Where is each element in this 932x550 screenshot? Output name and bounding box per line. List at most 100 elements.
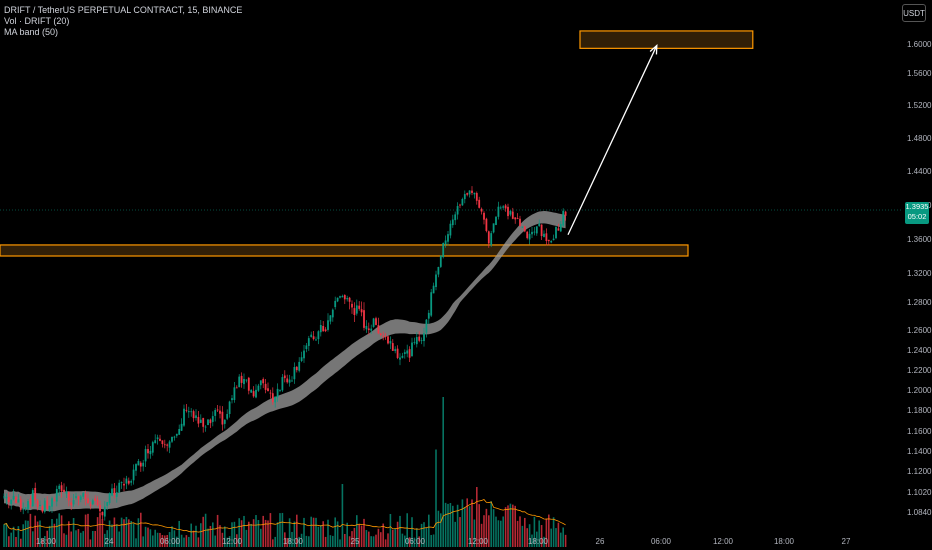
candle-body (454, 214, 457, 221)
volume-bar (212, 522, 214, 547)
candle-body (262, 379, 265, 384)
volume-bar (449, 503, 452, 547)
volume-bar (502, 516, 504, 547)
candle-body (555, 226, 557, 239)
candle-body (77, 496, 80, 500)
price-axis[interactable]: 1.60001.56001.52001.48001.44001.40001.36… (907, 40, 932, 517)
volume-bar (248, 521, 250, 547)
candle-body (175, 433, 178, 436)
candle-body (108, 493, 111, 504)
volume-bar (284, 532, 286, 547)
volume-bar (214, 535, 216, 547)
candle-body (319, 324, 322, 333)
candle-body (135, 464, 137, 471)
volume-bar (226, 537, 228, 547)
price-tick-label: 1.1020 (907, 488, 932, 497)
candle-body (5, 496, 8, 499)
volume-bar (516, 520, 519, 547)
time-tick-label: 12:00 (468, 537, 489, 546)
candle-body (295, 366, 298, 371)
candle-body (437, 266, 440, 275)
volume-bar (17, 526, 20, 547)
volume-ma-line (3, 499, 566, 533)
candle-body (399, 357, 401, 360)
volume-bar (233, 521, 236, 547)
candles-layer[interactable] (3, 186, 567, 521)
volume-bar (358, 524, 360, 547)
volume-bar (154, 529, 156, 547)
volume-bar (293, 521, 296, 547)
candle-body (310, 334, 313, 337)
candle-body (269, 392, 272, 394)
volume-bar (132, 523, 135, 547)
volume-bar (288, 518, 291, 547)
volume-bar (348, 536, 351, 547)
candle-body (87, 498, 89, 504)
volume-bar (10, 532, 12, 547)
candle-body (471, 190, 473, 193)
currency-button[interactable]: USDT (902, 4, 926, 22)
volume-bar (89, 539, 92, 547)
volume-bar (159, 532, 161, 547)
candle-body (391, 343, 394, 351)
candle-body (168, 441, 171, 448)
volume-bar (351, 531, 353, 547)
candle-body (96, 499, 99, 506)
volume-bar (377, 528, 380, 547)
candle-body (190, 411, 193, 413)
volume-bar (440, 513, 442, 547)
volume-bar (276, 522, 279, 547)
volume-bar (310, 516, 312, 547)
volume-bar (442, 397, 444, 547)
overlays-layer (567, 43, 658, 236)
volume-bar (58, 513, 60, 547)
volume-bar (34, 515, 36, 547)
volume-bar (298, 536, 300, 547)
volume-bar (12, 526, 15, 547)
candle-body (228, 401, 231, 414)
candle-body (516, 218, 519, 219)
candle-body (123, 483, 125, 486)
volume-bar (492, 509, 495, 547)
volume-bar (82, 531, 84, 547)
volume-bar (334, 517, 336, 547)
price-tick-label: 1.2000 (907, 386, 932, 395)
time-tick-label: 06:00 (160, 537, 181, 546)
ma-band-indicator-label[interactable]: MA band (50) (4, 27, 59, 37)
volume-bar (192, 530, 195, 547)
volume-bar (240, 520, 243, 547)
candle-body (480, 208, 483, 212)
volume-bar (156, 532, 159, 547)
volume-bar (296, 514, 298, 547)
price-tick-label: 1.2200 (907, 366, 932, 375)
volume-bar (286, 537, 288, 547)
candle-body (444, 240, 447, 245)
volume-bar (87, 513, 89, 547)
candle-body (389, 341, 392, 344)
candle-body (329, 315, 332, 322)
volume-indicator-label[interactable]: Vol · DRIFT (20) (4, 16, 70, 26)
volume-bar (108, 520, 111, 547)
volume-bar (480, 523, 483, 547)
candle-body (336, 297, 339, 302)
price-tick-label: 1.0840 (907, 508, 932, 517)
volume-bar (320, 525, 322, 547)
volume-bar (507, 505, 509, 547)
candle-body (267, 388, 269, 391)
candle-body (543, 233, 545, 237)
candle-body (31, 490, 34, 507)
candle-body (291, 380, 293, 382)
volume-bar (401, 533, 404, 547)
volume-bar (72, 517, 75, 547)
ma-band-area (4, 211, 566, 512)
volume-bar (329, 535, 332, 547)
volume-bar (219, 525, 221, 547)
volume-bar (552, 517, 555, 547)
volume-bar (195, 525, 197, 547)
candle-body (341, 295, 344, 298)
volume-bar (123, 519, 125, 547)
symbol-title[interactable]: DRIFT / TetherUS PERPETUAL CONTRACT, 15,… (4, 5, 243, 15)
time-axis[interactable]: 18:00 24 06:00 12:00 18:00 25 06:00 12:00 18:00 2… (36, 537, 851, 546)
volume-bar (106, 530, 108, 547)
